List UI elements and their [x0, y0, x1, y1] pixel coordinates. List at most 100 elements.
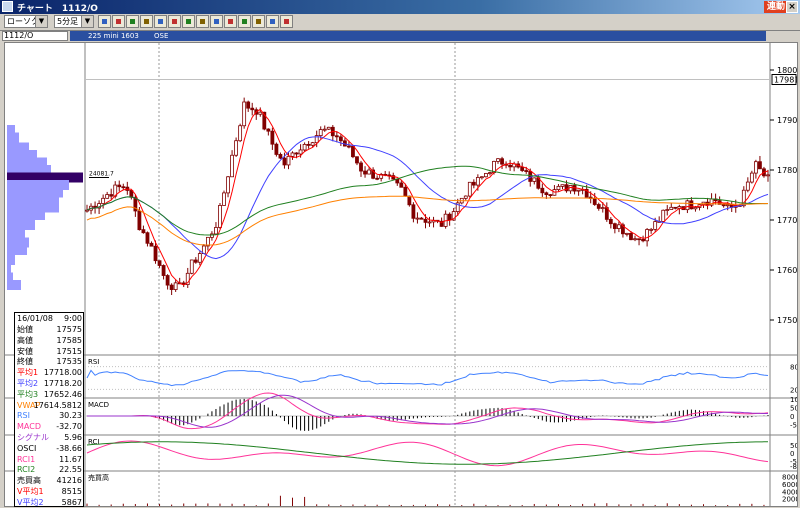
candle: [508, 164, 513, 168]
candle: [749, 172, 754, 183]
candle: [185, 272, 190, 285]
copy-icon[interactable]: [280, 15, 293, 28]
candle: [612, 223, 617, 229]
trend-icon[interactable]: [182, 15, 195, 28]
info-value: 17718.00: [43, 368, 82, 378]
candle: [149, 242, 154, 247]
link-button[interactable]: 連動: [764, 1, 789, 13]
interval-select[interactable]: 5分足 ▼: [54, 15, 94, 28]
candle: [556, 185, 561, 190]
candle: [496, 158, 500, 162]
candle: [753, 161, 758, 174]
draw-line-icon[interactable]: [238, 15, 251, 28]
info-value: 22.55: [59, 465, 82, 475]
info-label: RCI1: [17, 454, 36, 464]
candle: [246, 101, 251, 109]
bar-chart-icon[interactable]: [98, 15, 111, 28]
candle-chart-icon[interactable]: [112, 15, 125, 28]
info-label: シグナル: [17, 433, 49, 442]
candle: [222, 192, 226, 206]
pointer-icon: [200, 19, 205, 24]
move-icon: [228, 19, 233, 24]
candle: [439, 220, 444, 227]
volume-profile-bar: [7, 272, 13, 283]
info-row: RSI 30.23: [17, 411, 83, 421]
info-row: 平均1 17718.00: [17, 368, 83, 378]
macd-tick-label: 0: [790, 413, 794, 421]
info-row: 高値 17585: [17, 336, 83, 346]
candle: [500, 158, 504, 165]
candle: [157, 260, 162, 266]
info-value: 30.23: [59, 411, 82, 421]
candle: [250, 107, 255, 111]
candle-chart-icon: [116, 19, 121, 24]
candle: [564, 184, 569, 192]
candle: [399, 182, 404, 188]
exchange-name: OSE: [154, 32, 169, 40]
candle: [109, 194, 114, 197]
price-chart[interactable]: 18000 17900 17800 17700 17600 17500 17981 24081…: [5, 43, 797, 506]
interval-value: 5分足: [57, 17, 79, 26]
volume-profile-bar: [7, 202, 59, 213]
pointer-icon[interactable]: [196, 15, 209, 28]
candle: [286, 155, 291, 166]
instrument-bar: 225 mini 1603 OSE: [70, 31, 766, 41]
volume-profile-bar: [7, 237, 29, 248]
eraser-icon: [270, 19, 275, 24]
title-bar[interactable]: チャート 1112/O 連動 ×: [0, 0, 800, 14]
candle: [616, 224, 621, 229]
info-value: 5.96: [64, 433, 82, 442]
info-value: 17535: [56, 357, 82, 367]
candle: [629, 232, 633, 241]
volume-profile-bar: [7, 142, 29, 153]
volume-chart-icon[interactable]: [154, 15, 167, 28]
eraser-icon[interactable]: [266, 15, 279, 28]
line-chart-icon[interactable]: [126, 15, 139, 28]
candle: [758, 161, 762, 170]
indicator-icon[interactable]: [168, 15, 181, 28]
candle: [294, 152, 299, 155]
zoom-icon[interactable]: [210, 15, 223, 28]
close-button[interactable]: ×: [786, 1, 798, 13]
info-value: 17718.20: [43, 379, 82, 388]
chart-header: 1112/O 225 mini 1603 OSE: [0, 31, 800, 41]
info-value: 17515: [56, 346, 82, 356]
candle: [463, 195, 468, 199]
macd-tick-label: -50: [790, 422, 797, 430]
candle: [524, 170, 529, 172]
price-tick-label: 17600: [777, 266, 797, 275]
candle: [270, 130, 275, 145]
ma2-line: [86, 136, 769, 260]
candle: [725, 204, 730, 207]
zoom-icon: [214, 19, 219, 24]
move-icon[interactable]: [224, 15, 237, 28]
volume-profile-bar: [7, 195, 59, 205]
indicator-icon: [172, 19, 177, 24]
candle: [105, 194, 110, 199]
compare-chart-icon[interactable]: [140, 15, 153, 28]
info-value: 11.67: [59, 454, 82, 464]
volume-tick-label: 20000: [782, 496, 797, 504]
pencil-icon[interactable]: [252, 15, 265, 28]
candle: [721, 204, 726, 207]
volume-chart-icon: [158, 19, 163, 24]
chart-type-select[interactable]: ローソク ▼: [4, 15, 48, 28]
rci2-line: [86, 441, 768, 465]
info-value: 17614.5812: [33, 400, 82, 410]
current-price-label: 17981: [774, 76, 797, 85]
draw-line-icon: [242, 19, 247, 24]
chart-area[interactable]: 18000 17900 17800 17700 17600 17500 17981 24081…: [4, 42, 798, 507]
macd-tick-label: 100: [790, 396, 797, 404]
candle: [351, 145, 355, 158]
volume-profile-bar: [7, 210, 45, 220]
candle: [234, 140, 239, 156]
candle: [375, 177, 380, 180]
macd-tick-label: 50: [790, 405, 797, 413]
candle: [165, 275, 170, 286]
candle: [621, 224, 625, 235]
volume-profile-bar: [7, 132, 19, 143]
candle: [479, 176, 484, 179]
candle: [266, 128, 271, 132]
candle: [274, 143, 279, 155]
code-field[interactable]: 1112/O: [2, 31, 68, 41]
